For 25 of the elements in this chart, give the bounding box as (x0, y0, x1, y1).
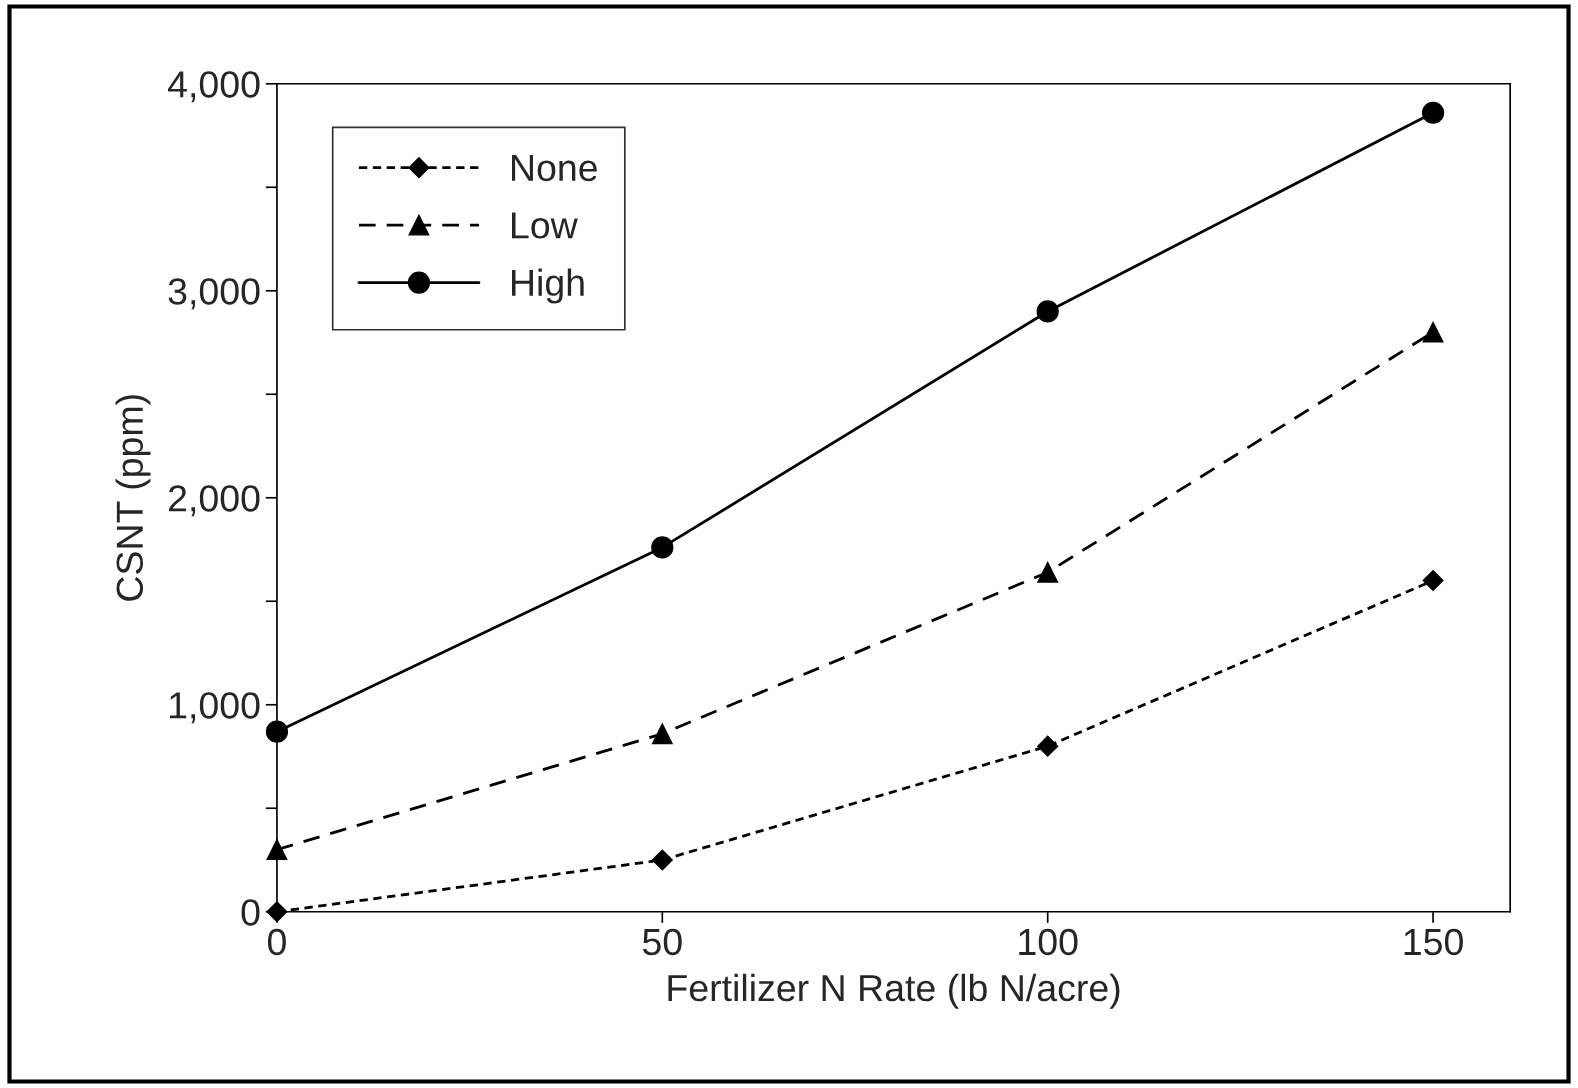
legend-label: High (512, 268, 584, 304)
point (1037, 735, 1059, 757)
x-tick-label: 100 (1019, 928, 1078, 956)
y-tick-label: 2,000 (169, 485, 260, 517)
x-tick-label: 0 (267, 928, 286, 956)
point (1037, 561, 1059, 583)
point (265, 720, 289, 743)
point (1422, 321, 1444, 343)
point (1036, 300, 1059, 323)
x-tick-label: 50 (642, 928, 682, 956)
x-tick-label: 150 (1404, 928, 1463, 956)
legend-label: None (512, 154, 597, 182)
point (1422, 570, 1444, 592)
y-tick-label: 0 (241, 899, 260, 926)
point (1421, 101, 1445, 124)
point (651, 723, 673, 745)
y-tick-label: 4,000 (168, 71, 260, 103)
point (266, 839, 288, 861)
y-tick-label: 1,000 (169, 692, 260, 724)
legend-label: Low (512, 212, 578, 239)
point (651, 849, 673, 871)
x-axis-title: Fertilizer N Rate (lb N/acre) (668, 973, 1120, 1009)
point (651, 536, 674, 559)
y-axis-title: CSNT (ppm) (115, 395, 151, 601)
y-tick-label: 3,000 (168, 278, 260, 310)
